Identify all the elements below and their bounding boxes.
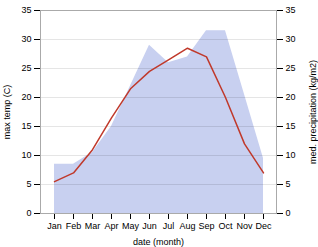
svg-text:25: 25 (21, 63, 31, 73)
svg-text:20: 20 (286, 92, 296, 102)
svg-text:30: 30 (286, 34, 296, 44)
svg-text:0: 0 (286, 208, 291, 218)
svg-text:Mar: Mar (85, 221, 101, 231)
svg-text:date (month): date (month) (133, 237, 184, 247)
svg-text:5: 5 (26, 179, 31, 189)
svg-text:Jan: Jan (47, 221, 62, 231)
svg-text:0: 0 (26, 208, 31, 218)
svg-text:15: 15 (21, 121, 31, 131)
svg-text:25: 25 (286, 63, 296, 73)
svg-text:Oct: Oct (218, 221, 233, 231)
svg-text:Jun: Jun (142, 221, 157, 231)
svg-text:Apr: Apr (104, 221, 118, 231)
svg-text:10: 10 (286, 150, 296, 160)
svg-text:Aug: Aug (179, 221, 195, 231)
svg-text:max temp (C): max temp (C) (2, 85, 12, 140)
svg-text:30: 30 (21, 34, 31, 44)
svg-text:Nov: Nov (236, 221, 253, 231)
svg-text:Jul: Jul (163, 221, 175, 231)
svg-text:Sep: Sep (198, 221, 214, 231)
svg-text:Dec: Dec (255, 221, 272, 231)
svg-text:10: 10 (21, 150, 31, 160)
svg-text:med. precipitation (kg/m2): med. precipitation (kg/m2) (308, 60, 318, 164)
svg-text:Feb: Feb (66, 221, 82, 231)
svg-text:May: May (122, 221, 140, 231)
svg-text:35: 35 (21, 5, 31, 15)
svg-text:5: 5 (286, 179, 291, 189)
svg-text:15: 15 (286, 121, 296, 131)
svg-text:35: 35 (286, 5, 296, 15)
svg-text:20: 20 (21, 92, 31, 102)
